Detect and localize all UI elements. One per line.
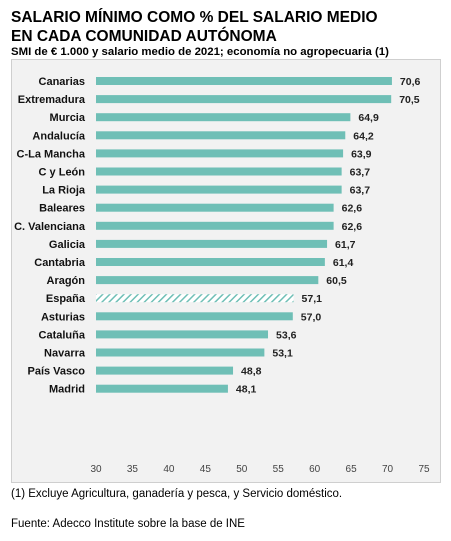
x-tick-label: 35 bbox=[127, 464, 139, 475]
bar bbox=[96, 239, 328, 248]
category-label: Extremadura bbox=[18, 94, 86, 106]
value-label: 57,1 bbox=[302, 293, 323, 305]
x-tick-label: 75 bbox=[418, 464, 430, 475]
category-label: La Rioja bbox=[42, 185, 86, 197]
value-label: 60,5 bbox=[326, 275, 347, 287]
bar bbox=[96, 258, 325, 266]
bar bbox=[96, 348, 265, 357]
value-label: 64,2 bbox=[353, 130, 374, 142]
category-label: Baleares bbox=[39, 203, 85, 215]
value-label: 62,6 bbox=[342, 203, 363, 215]
value-label: 61,4 bbox=[333, 257, 354, 269]
x-tick-label: 40 bbox=[163, 464, 175, 475]
value-label: 48,1 bbox=[236, 384, 257, 396]
category-label: Aragón bbox=[47, 275, 86, 287]
value-label: 53,6 bbox=[276, 329, 297, 341]
highlight-bar bbox=[96, 294, 294, 303]
value-label: 63,7 bbox=[350, 185, 371, 197]
category-label: Canarias bbox=[39, 76, 85, 88]
value-label: 61,7 bbox=[335, 239, 356, 251]
value-label: 53,1 bbox=[272, 348, 293, 360]
category-label: C y León bbox=[39, 167, 86, 179]
bar bbox=[96, 366, 234, 375]
value-label: 70,5 bbox=[399, 94, 420, 106]
value-label: 57,0 bbox=[301, 311, 322, 323]
x-tick-label: 45 bbox=[200, 464, 212, 475]
x-tick-label: 65 bbox=[346, 464, 358, 475]
bar bbox=[96, 203, 334, 212]
value-label: 63,7 bbox=[350, 167, 371, 179]
bar bbox=[96, 384, 228, 393]
x-tick-label: 60 bbox=[309, 464, 321, 475]
x-tick-label: 70 bbox=[382, 464, 394, 475]
category-label: C. Valenciana bbox=[14, 221, 86, 233]
value-label: 63,9 bbox=[351, 148, 372, 160]
bar bbox=[96, 77, 392, 85]
category-label: Cantabria bbox=[34, 257, 86, 269]
category-label: Madrid bbox=[49, 384, 85, 396]
bar bbox=[96, 149, 344, 158]
bar bbox=[96, 221, 334, 230]
bar bbox=[96, 276, 319, 285]
bar bbox=[96, 330, 269, 339]
category-label: País Vasco bbox=[28, 366, 86, 378]
footnote: (1) Excluye Agricultura, ganadería y pes… bbox=[11, 488, 343, 500]
x-tick-label: 55 bbox=[273, 464, 285, 475]
category-label: Cataluña bbox=[39, 329, 86, 341]
bar bbox=[96, 167, 342, 176]
category-label: Murcia bbox=[50, 112, 86, 124]
value-label: 48,8 bbox=[241, 366, 262, 378]
category-label: Navarra bbox=[44, 348, 86, 360]
bar bbox=[96, 95, 392, 104]
value-label: 64,9 bbox=[358, 112, 379, 124]
value-label: 70,6 bbox=[400, 76, 421, 88]
category-label: C-La Mancha bbox=[17, 148, 86, 160]
category-label: España bbox=[46, 293, 86, 305]
bar bbox=[96, 312, 293, 321]
x-tick-label: 50 bbox=[236, 464, 248, 475]
chart-subtitle: SMI de € 1.000 y salario medio de 2021; … bbox=[11, 46, 389, 58]
x-tick-label: 30 bbox=[90, 464, 102, 475]
value-label: 62,6 bbox=[342, 221, 363, 233]
category-label: Asturias bbox=[41, 311, 85, 323]
source-note: Fuente: Adecco Institute sobre la base d… bbox=[11, 518, 245, 530]
bar bbox=[96, 113, 351, 122]
chart-title-line-2: EN CADA COMUNIDAD AUTÓNOMA bbox=[11, 28, 277, 45]
chart-title: SALARIO MÍNIMO COMO % DEL SALARIO MEDIO … bbox=[11, 8, 441, 46]
chart-area bbox=[11, 59, 441, 483]
bar bbox=[96, 185, 342, 194]
category-label: Andalucía bbox=[32, 130, 85, 142]
chart-title-line-1: SALARIO MÍNIMO COMO % DEL SALARIO MEDIO bbox=[11, 9, 378, 26]
bar bbox=[96, 131, 346, 140]
category-label: Galicia bbox=[49, 239, 86, 251]
